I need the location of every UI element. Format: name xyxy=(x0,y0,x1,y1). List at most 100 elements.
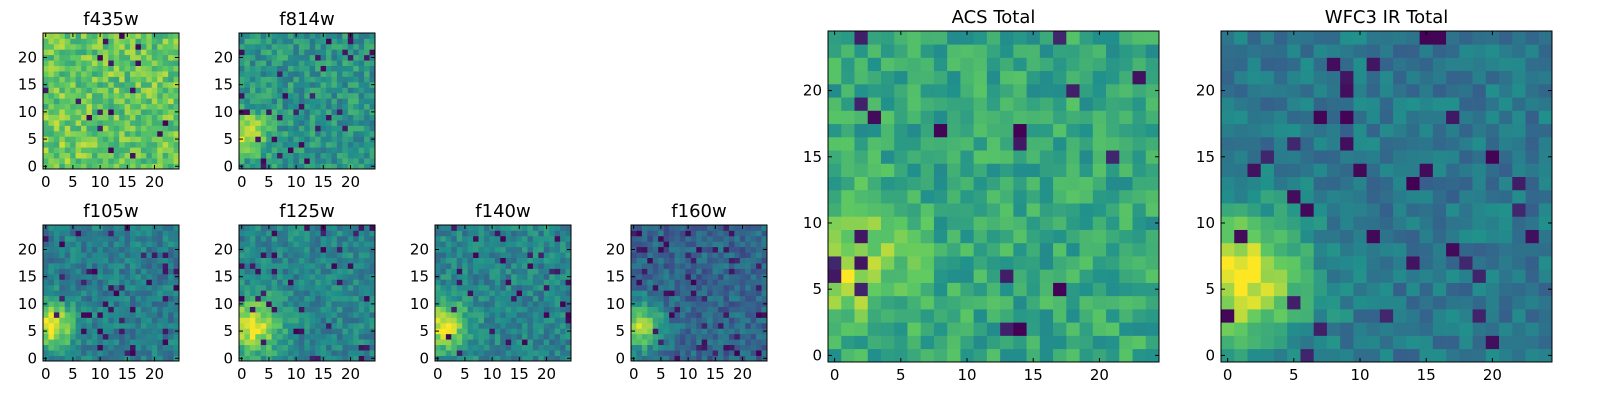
heatmap-cell xyxy=(907,136,922,151)
heatmap-cell xyxy=(1106,97,1120,111)
heatmap-cell xyxy=(473,295,479,302)
heatmap-cell xyxy=(130,114,136,121)
heatmap-cell xyxy=(1459,256,1473,270)
heatmap-cell xyxy=(1145,322,1160,336)
heatmap-cell xyxy=(130,120,136,126)
heatmap-cell xyxy=(64,114,71,121)
heatmap-cell xyxy=(277,290,283,297)
heatmap-cell xyxy=(1132,70,1147,85)
heatmap-cell xyxy=(1053,229,1067,244)
heatmap-cell xyxy=(1079,295,1094,310)
heatmap-cell xyxy=(1472,348,1487,363)
heatmap-cell xyxy=(549,284,556,291)
heatmap-cell xyxy=(91,268,98,275)
heatmap-cell xyxy=(1379,335,1394,350)
heatmap-cell xyxy=(309,98,316,105)
heatmap-cell xyxy=(1379,256,1394,270)
heatmap-cell xyxy=(907,269,922,283)
heatmap-cell xyxy=(532,328,539,335)
heatmap-cell xyxy=(86,339,93,346)
heatmap-cell xyxy=(756,225,762,231)
heatmap-cell xyxy=(440,306,447,313)
heatmap-cell xyxy=(1000,335,1014,350)
heatmap-cell xyxy=(960,335,974,350)
heatmap-cell xyxy=(483,290,490,297)
heatmap-cell xyxy=(140,76,147,83)
heatmap-cell xyxy=(960,242,974,257)
heatmap-cell xyxy=(64,92,71,99)
heatmap-cell xyxy=(331,147,338,154)
heatmap-cell xyxy=(440,301,447,307)
heatmap-cell xyxy=(320,333,327,340)
heatmap-cell xyxy=(81,328,87,335)
heatmap-cell xyxy=(255,257,262,264)
heatmap-cell xyxy=(554,333,561,340)
heatmap-cell xyxy=(75,263,82,269)
heatmap-cell xyxy=(1366,282,1381,297)
heatmap-cell xyxy=(304,257,311,264)
heatmap-cell xyxy=(1326,295,1341,310)
heatmap-cell xyxy=(119,322,125,329)
heatmap-cell xyxy=(244,350,251,356)
heatmap-cell xyxy=(712,279,719,286)
heatmap-cell xyxy=(445,241,452,248)
heatmap-cell xyxy=(690,339,697,346)
heatmap-cell xyxy=(151,252,158,258)
heatmap-cell xyxy=(271,350,278,356)
heatmap-cell xyxy=(543,339,550,346)
heatmap-cell xyxy=(451,290,458,297)
heatmap-cell xyxy=(734,301,741,307)
heatmap-cell xyxy=(298,130,305,137)
heatmap-cell xyxy=(168,92,174,99)
heatmap-cell xyxy=(135,114,142,121)
heatmap-cell xyxy=(854,136,869,151)
heatmap-cell xyxy=(135,49,142,56)
heatmap-cell xyxy=(489,339,496,346)
heatmap-cell xyxy=(140,295,147,302)
heatmap-cell xyxy=(701,355,708,362)
heatmap-cell xyxy=(1485,216,1500,230)
heatmap-cell xyxy=(336,230,343,237)
heatmap-cell xyxy=(565,312,572,318)
heatmap-cell xyxy=(287,158,294,164)
heatmap-cell xyxy=(135,257,142,264)
y-tick-label: 15 xyxy=(214,76,233,94)
heatmap-cell xyxy=(986,269,1001,283)
heatmap-cell xyxy=(505,268,512,275)
heatmap-cell xyxy=(1446,256,1460,270)
heatmap-cell xyxy=(255,344,262,351)
heatmap-cell xyxy=(696,246,703,253)
heatmap-cell xyxy=(894,282,908,297)
heatmap-cell xyxy=(489,301,496,307)
y-tick-label: 0 xyxy=(419,349,429,367)
heatmap-cell xyxy=(685,290,692,297)
heatmap-cell xyxy=(1221,229,1235,244)
heatmap-cell xyxy=(277,273,283,280)
heatmap-cell xyxy=(364,38,370,45)
heatmap-cell xyxy=(48,295,55,302)
heatmap-cell xyxy=(1145,31,1160,45)
heatmap-cell xyxy=(146,81,153,88)
heatmap-cell xyxy=(647,257,654,264)
heatmap-cell xyxy=(124,312,131,318)
heatmap-cell xyxy=(527,268,534,275)
heatmap-cell xyxy=(119,92,125,99)
heatmap-cell xyxy=(641,350,648,356)
heatmap-cell xyxy=(140,284,147,291)
heatmap-cell xyxy=(739,241,746,248)
heatmap-cell xyxy=(867,31,882,45)
heatmap-cell xyxy=(532,230,539,237)
heatmap-cell xyxy=(140,103,147,110)
heatmap-cell xyxy=(1079,176,1094,191)
heatmap-cell xyxy=(108,141,115,148)
heatmap-cell xyxy=(750,333,757,340)
heatmap-cell xyxy=(451,257,458,264)
heatmap-cell xyxy=(271,43,278,50)
heatmap-cell xyxy=(298,241,305,248)
heatmap-cell xyxy=(745,246,752,253)
heatmap-cell xyxy=(239,76,245,83)
heatmap-cell xyxy=(146,98,153,105)
heatmap-cell xyxy=(669,284,675,291)
heatmap-cell xyxy=(162,49,169,56)
heatmap-cell xyxy=(369,241,376,248)
